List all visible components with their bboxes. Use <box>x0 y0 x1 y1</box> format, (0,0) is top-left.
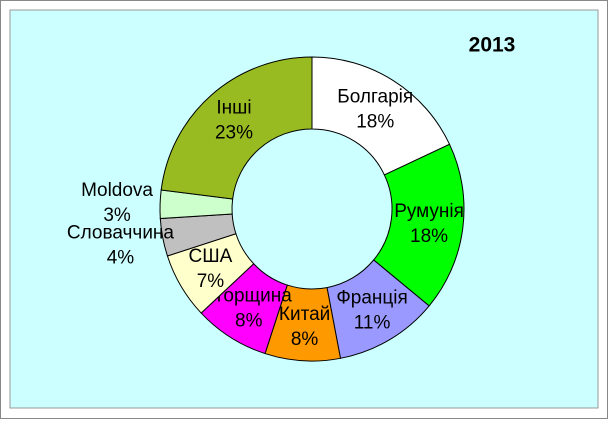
slice-label: Франція <box>336 288 407 309</box>
slice-label: Інші <box>216 98 251 119</box>
slice-value-label: 8% <box>235 311 263 332</box>
slice-value-label: 8% <box>291 329 319 350</box>
slice-value-label: 18% <box>410 226 448 247</box>
chart-title: 2013 <box>469 34 516 57</box>
slice-label: Болгарія <box>337 86 413 107</box>
slice-value-label: 4% <box>107 248 135 269</box>
slice-label: Угорщина <box>206 286 293 307</box>
slice-label: Китай <box>279 304 330 325</box>
slice-label: Moldova <box>81 180 153 201</box>
slice-value-label: 18% <box>356 111 394 132</box>
slice-value-label: 3% <box>103 205 131 226</box>
slice-value-label: 11% <box>354 313 391 334</box>
slice-label: Словаччина <box>67 223 175 244</box>
slice-label: США <box>189 246 233 267</box>
slice-label: Румунія <box>394 201 464 222</box>
slice-value-label: 23% <box>215 123 253 144</box>
slice-value-label: 7% <box>197 271 225 292</box>
slice <box>160 56 313 200</box>
